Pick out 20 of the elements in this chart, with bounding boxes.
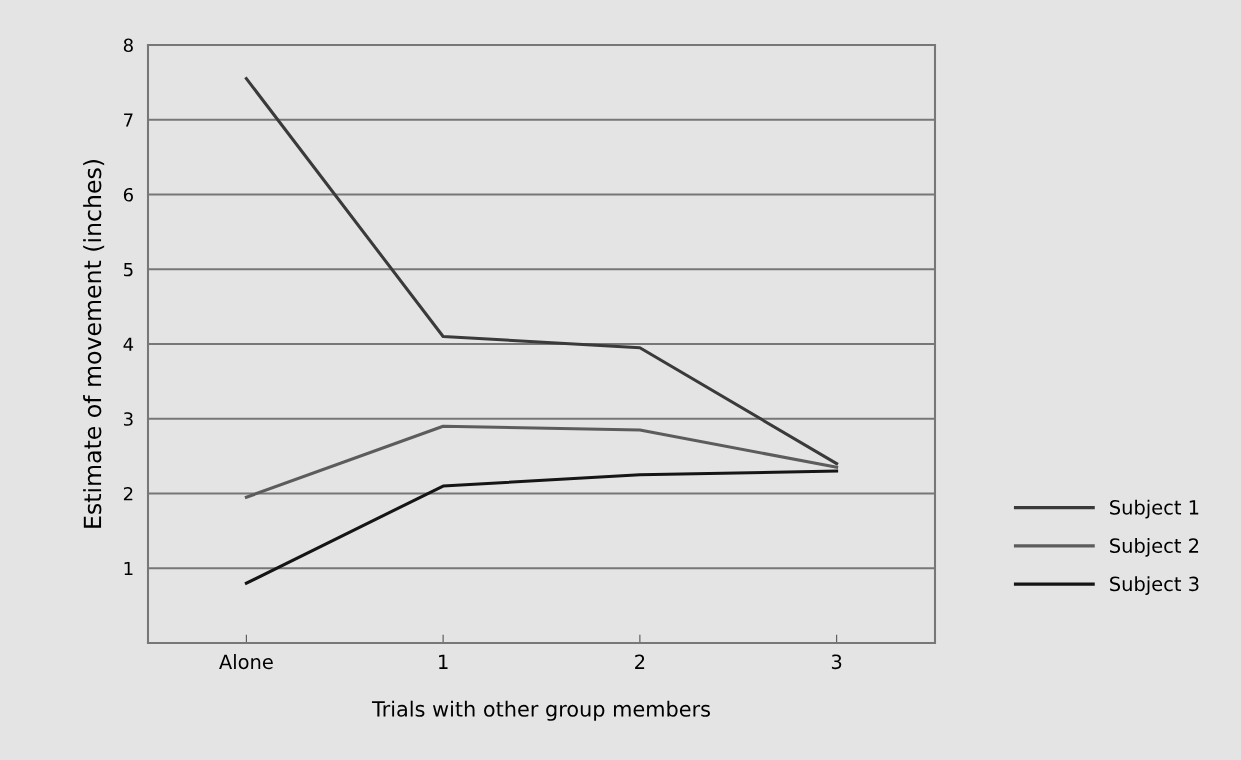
y-tick-label: 1	[124, 561, 133, 576]
legend-label: Subject 2	[1110, 537, 1199, 557]
line-series	[244, 77, 839, 466]
x-axis-title: Trials with other group members	[371, 700, 710, 721]
y-tick-label: 2	[123, 486, 133, 501]
x-tick-label: 1	[439, 654, 448, 669]
y-tick-label: 8	[123, 38, 133, 53]
y-axis-title: Estimate of movement (inches)	[83, 160, 105, 528]
x-tick-label: 2	[635, 654, 645, 669]
y-tick-label: 6	[123, 187, 133, 202]
y-tick-label: 3	[124, 412, 133, 426]
legend-label: Subject 3	[1110, 576, 1199, 595]
y-tick-label: 5	[124, 262, 133, 277]
y-tick-label: 4	[123, 337, 134, 351]
y-tick-label: 7	[124, 113, 133, 127]
legend-label: Subject 1	[1110, 499, 1199, 519]
x-tick-label: 3	[831, 654, 842, 670]
line-series	[244, 424, 839, 499]
x-tick-label: Alone	[219, 654, 273, 670]
line-series	[244, 469, 839, 585]
